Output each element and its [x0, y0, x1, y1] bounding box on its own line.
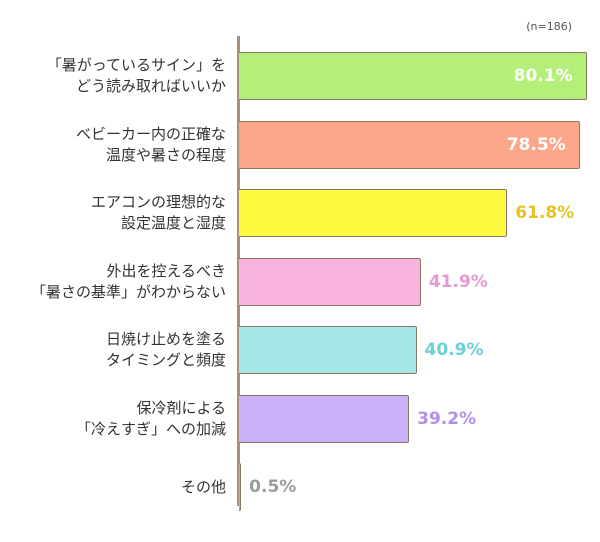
category-label: その他: [180, 477, 226, 496]
data-label: 0.5%: [249, 477, 297, 497]
data-label: 39.2%: [417, 409, 477, 429]
bar: [239, 121, 580, 169]
data-label: 80.1%: [513, 66, 573, 86]
category-label: 外出を控えるべき 「暑さの基準」がわからない: [30, 262, 226, 301]
data-label: 61.8%: [515, 203, 575, 223]
sample-size-note: (n=186): [526, 20, 572, 33]
data-label: 41.9%: [428, 272, 488, 292]
category-label: 日焼け止めを塗る タイミングと頻度: [105, 330, 226, 369]
data-label: 40.9%: [424, 340, 484, 360]
bar: [239, 395, 410, 443]
bar: [239, 463, 242, 511]
bar: [239, 258, 421, 306]
category-label: 「暑がっているサイン」を どう読み取ればいいか: [46, 56, 226, 95]
data-label: 78.5%: [506, 135, 566, 155]
bar: [239, 189, 508, 237]
bar: [239, 52, 587, 100]
category-label: エアコンの理想的な 設定温度と湿度: [90, 193, 226, 232]
category-label: ベビーカー内の正確な 温度や暑さの程度: [75, 125, 226, 164]
bar: [239, 326, 417, 374]
category-label: 保冷剤による 「冷えすぎ」への加減: [75, 399, 226, 438]
y-axis-line: [237, 36, 240, 506]
